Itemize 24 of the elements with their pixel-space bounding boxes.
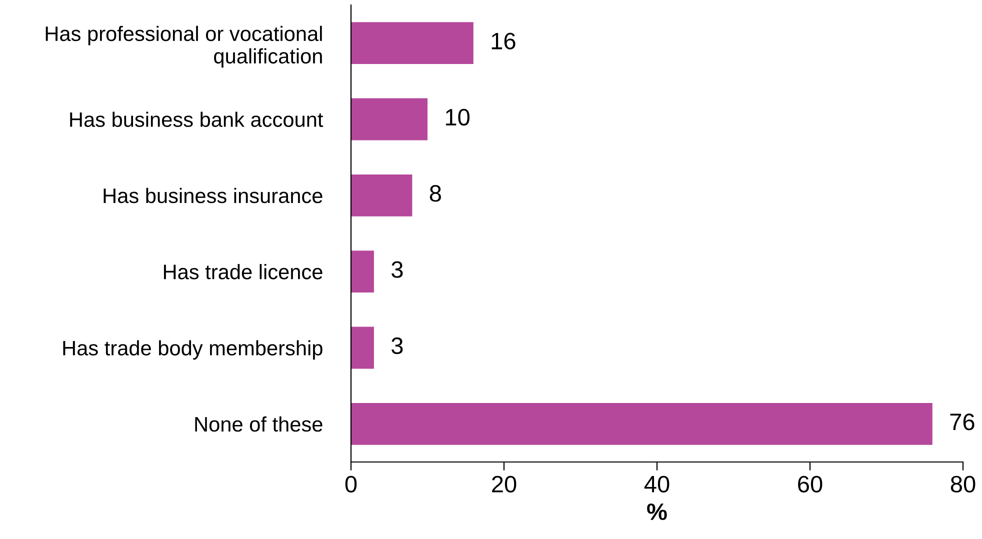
data-label: 16	[492, 32, 516, 50]
x-axis-title: %	[647, 503, 667, 520]
x-tick-label: 60	[798, 476, 822, 493]
bar	[351, 98, 428, 140]
y-tick-label: Has business bank account	[70, 112, 324, 128]
y-tick-label: Has trade licence	[164, 264, 322, 280]
data-label: 76	[950, 414, 974, 430]
y-tick-label: Has business insurance	[104, 188, 322, 204]
bar	[351, 250, 374, 293]
data-label: 3	[392, 261, 403, 278]
x-tick-label: 0	[345, 476, 357, 493]
x-tick-label: 40	[644, 476, 670, 493]
y-tick-label: None of these	[195, 416, 322, 432]
y-tick-label: Has professional or vocational qualification	[46, 26, 322, 68]
data-label: 8	[430, 185, 441, 202]
x-tick-label: 80	[950, 476, 976, 493]
bar	[351, 174, 412, 216]
data-label: 10	[446, 108, 470, 126]
y-tick-label: Has trade body membership	[63, 340, 322, 360]
data-label: 3	[392, 337, 403, 354]
bar	[351, 402, 932, 445]
bar	[351, 326, 374, 369]
bar	[351, 22, 474, 64]
x-tick-label: 20	[492, 476, 516, 493]
